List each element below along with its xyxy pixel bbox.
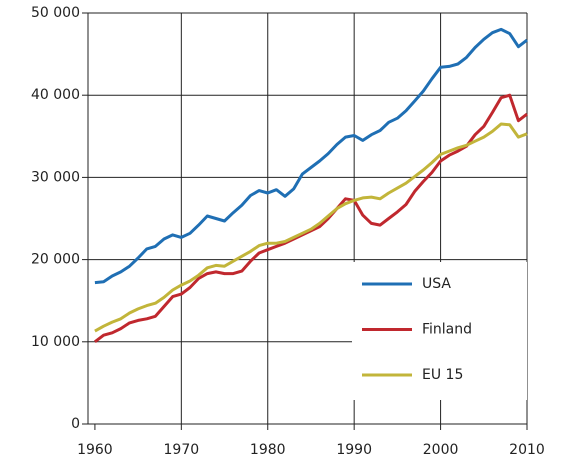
y-tick-label: 40 000 [31, 87, 80, 103]
y-tick-label: 0 [71, 416, 80, 432]
legend-label: USA [422, 276, 451, 292]
legend-label: Finland [422, 322, 472, 338]
legend-label: EU 15 [422, 367, 463, 383]
x-tick-label: 1990 [336, 442, 372, 458]
y-tick-label: 10 000 [31, 334, 80, 350]
y-tick-label: 50 000 [31, 5, 80, 21]
y-tick-label: 20 000 [31, 252, 80, 268]
x-tick-label: 2000 [423, 442, 459, 458]
x-tick-label: 1970 [164, 442, 200, 458]
series-line [94, 122, 528, 333]
x-tick-label: 2010 [509, 442, 545, 458]
x-tick-label: 1960 [77, 442, 113, 458]
y-tick-label: 30 000 [31, 169, 80, 185]
x-tick-label: 1980 [250, 442, 286, 458]
series-line [94, 27, 528, 285]
